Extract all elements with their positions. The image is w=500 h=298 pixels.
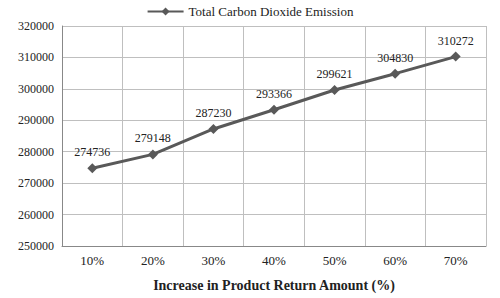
svg-text:60%: 60% xyxy=(383,253,407,268)
svg-text:293366: 293366 xyxy=(256,87,292,101)
svg-text:304830: 304830 xyxy=(377,51,413,65)
svg-text:50%: 50% xyxy=(323,253,347,268)
svg-text:280000: 280000 xyxy=(18,145,54,159)
svg-text:270000: 270000 xyxy=(18,176,54,190)
svg-text:300000: 300000 xyxy=(18,82,54,96)
svg-text:40%: 40% xyxy=(262,253,286,268)
svg-text:287230: 287230 xyxy=(195,106,231,120)
svg-text:299621: 299621 xyxy=(317,67,353,81)
svg-text:30%: 30% xyxy=(202,253,226,268)
svg-text:70%: 70% xyxy=(444,253,468,268)
svg-text:Increase in Product Return Amo: Increase in Product Return Amount (%) xyxy=(153,278,395,294)
svg-text:274736: 274736 xyxy=(74,145,110,159)
svg-text:20%: 20% xyxy=(141,253,165,268)
svg-text:279148: 279148 xyxy=(135,131,171,145)
svg-text:290000: 290000 xyxy=(18,113,54,127)
svg-text:310000: 310000 xyxy=(18,50,54,64)
svg-text:320000: 320000 xyxy=(18,19,54,33)
svg-text:260000: 260000 xyxy=(18,208,54,222)
svg-text:250000: 250000 xyxy=(18,239,54,253)
svg-text:Total Carbon Dioxide Emission: Total Carbon Dioxide Emission xyxy=(189,4,354,19)
svg-text:310272: 310272 xyxy=(438,34,474,48)
svg-text:10%: 10% xyxy=(80,253,104,268)
